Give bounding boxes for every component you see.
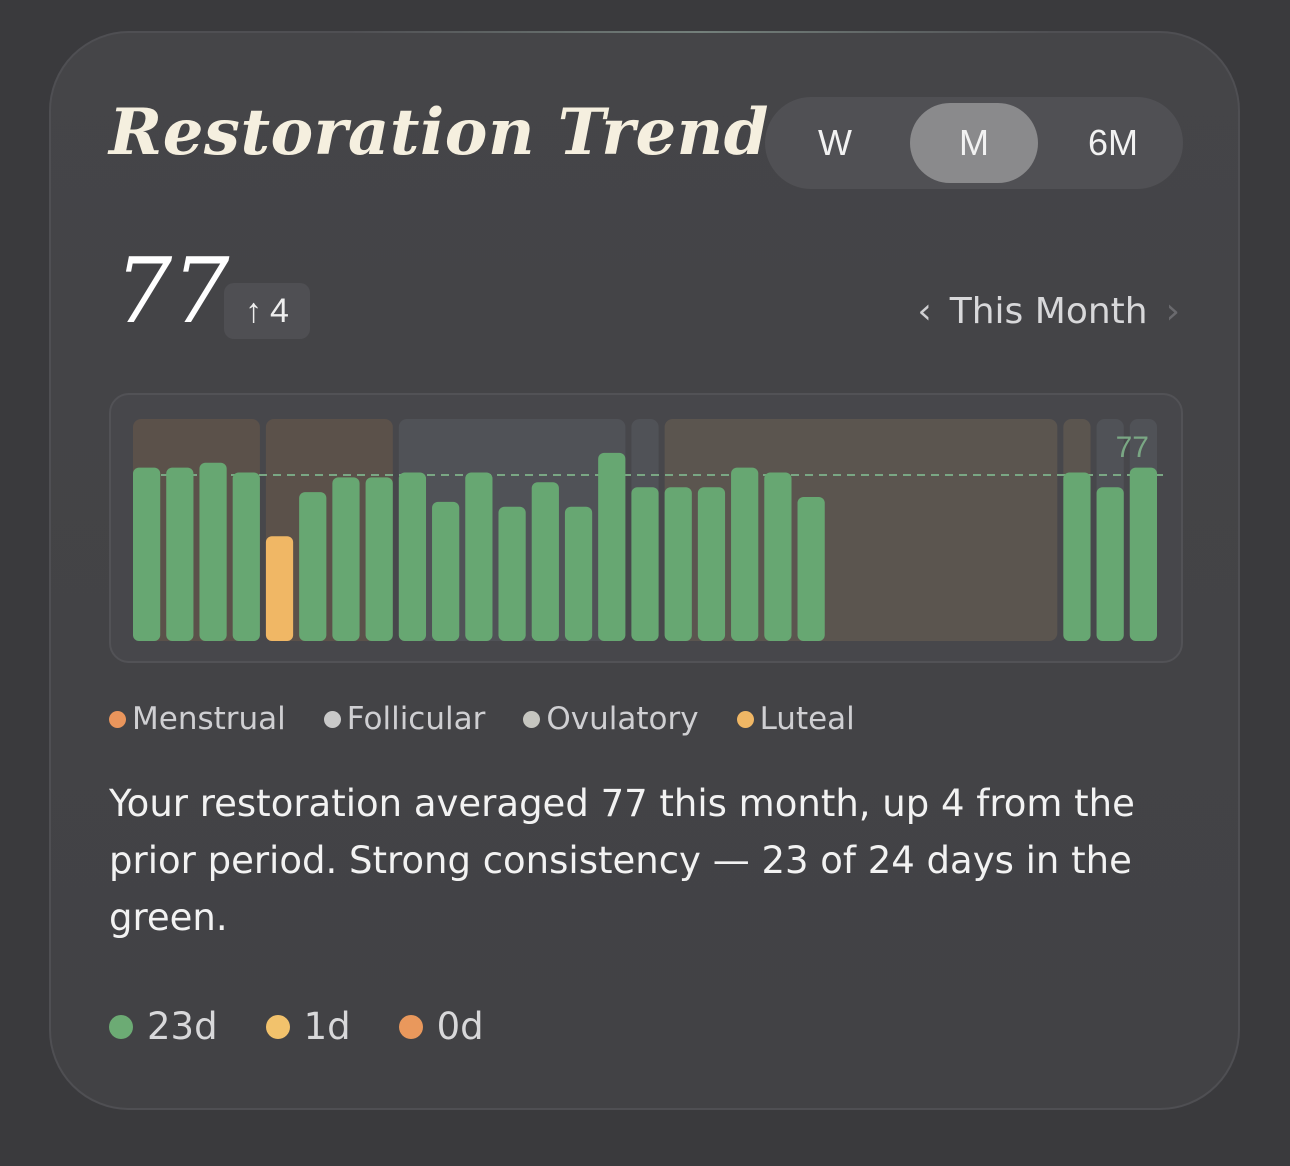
legend-label: Menstrual — [132, 701, 286, 737]
legend-item-follicular: Follicular — [323, 701, 486, 737]
chart-bar — [797, 497, 825, 641]
legend-item-menstrual: Menstrual — [109, 701, 286, 737]
ovulatory-dot-icon — [523, 710, 541, 728]
chart-bar — [564, 506, 593, 641]
chart-bar — [299, 492, 327, 641]
count-orange: 0d — [398, 1005, 484, 1048]
legend-item-ovulatory: Ovulatory — [523, 701, 699, 737]
arrow-up-icon: ↑ — [245, 291, 263, 330]
delta-badge: ↑ 4 — [224, 283, 310, 339]
summary-text: Your restoration averaged 77 this month,… — [109, 782, 1135, 939]
chart-bar — [598, 452, 626, 641]
chart-bar — [664, 487, 692, 641]
chart-bar — [166, 467, 194, 641]
chart-bar — [764, 472, 792, 641]
chart-bar — [465, 472, 493, 641]
legend-label: Luteal — [759, 701, 855, 737]
chart-bar — [133, 467, 161, 641]
chart-bar — [631, 487, 659, 641]
day-counts: 23d 1d 0d — [109, 1005, 484, 1048]
chart-bar — [498, 506, 526, 641]
legend-label: Follicular — [346, 701, 486, 737]
chart-bar — [531, 482, 559, 641]
bar-chart: 77 — [109, 393, 1183, 663]
chart-bar — [1129, 467, 1157, 641]
chart-svg: 77 — [133, 419, 1163, 641]
count-label: 0d — [436, 1005, 484, 1048]
score-value: 77 — [115, 239, 230, 344]
chart-bar — [1096, 487, 1124, 641]
card-top-highlight — [351, 31, 1051, 33]
menstrual-dot-icon — [109, 710, 126, 728]
count-label: 23d — [147, 1005, 218, 1048]
chart-bar — [398, 472, 427, 641]
luteal-dot-icon — [736, 710, 754, 728]
tab-six-months[interactable]: 6M — [1087, 122, 1138, 163]
amber-dot-icon — [265, 1014, 290, 1039]
tab-week[interactable]: W — [818, 122, 852, 163]
chart-bar — [432, 501, 460, 641]
period-navigator: ‹ This Month › — [917, 283, 1180, 339]
chart-bar — [232, 472, 260, 641]
legend-item-luteal: Luteal — [736, 701, 855, 737]
chart-bar — [199, 462, 227, 641]
chart-bar — [697, 487, 726, 641]
chart-bar — [365, 477, 393, 641]
chart-bar — [1063, 472, 1091, 641]
phase-legend: Menstrual Follicular Ovulatory Luteal — [109, 701, 855, 737]
average-line-label: 77 — [1116, 431, 1149, 464]
count-green: 23d — [109, 1005, 218, 1048]
follicular-dot-icon — [323, 710, 341, 728]
delta-value: 4 — [270, 291, 289, 330]
orange-dot-icon — [398, 1014, 423, 1039]
legend-label: Ovulatory — [546, 701, 699, 737]
green-dot-icon — [109, 1014, 133, 1039]
range-segmented-control: W M 6M — [765, 97, 1183, 189]
period-label: This Month — [949, 290, 1148, 332]
tab-month[interactable]: M — [910, 103, 1038, 183]
chart-bar — [731, 467, 759, 641]
chevron-left-icon[interactable]: ‹ — [917, 290, 932, 332]
chevron-right-icon[interactable]: › — [1165, 290, 1180, 332]
chart-bar — [332, 477, 360, 641]
count-label: 1d — [303, 1005, 351, 1048]
count-amber: 1d — [265, 1005, 351, 1048]
card-title: Restoration Trend — [109, 95, 769, 170]
chart-bar — [265, 536, 294, 641]
restoration-trend-card: Restoration Trend W M 6M 77 ↑ 4 ‹ This M… — [49, 31, 1240, 1110]
